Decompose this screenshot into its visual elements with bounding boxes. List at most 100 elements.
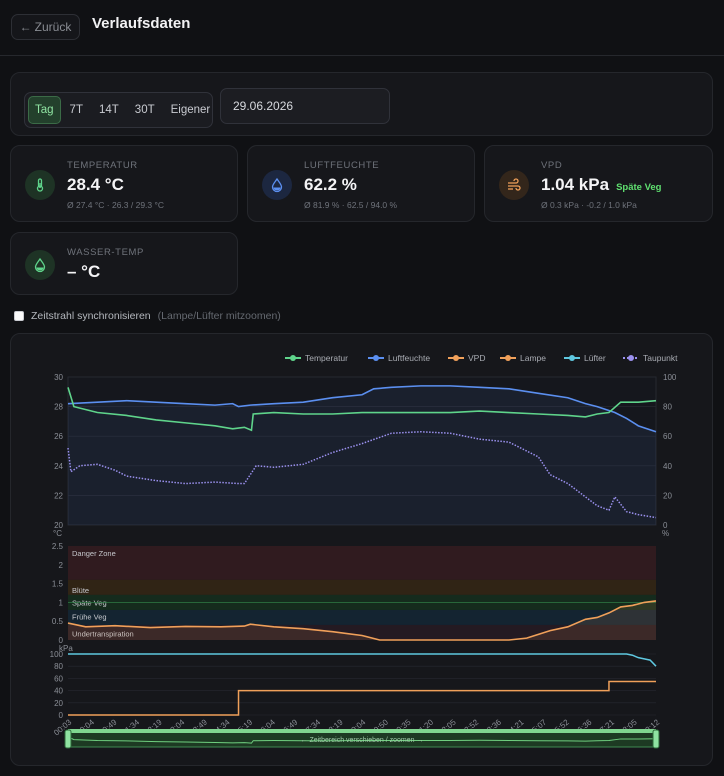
back-label: Zurück xyxy=(34,20,72,34)
y-tick-right: 60 xyxy=(663,432,672,441)
y-tick-right: 100 xyxy=(663,373,677,382)
y-tick-device: 40 xyxy=(54,687,63,696)
vpd-zone-label: Späte Veg xyxy=(72,598,107,607)
stat-sub: Ø 27.4 °C · 26.3 / 29.3 °C xyxy=(67,200,165,210)
vpd-zone xyxy=(68,609,656,625)
humidity-area xyxy=(68,385,656,525)
y-tick-right: 80 xyxy=(663,403,672,412)
dewpoint-line xyxy=(67,431,657,519)
stat-sub: Ø 81.9 % · 62.5 / 94.0 % xyxy=(304,200,398,210)
y-tick-right: 0 xyxy=(663,521,668,530)
chart-card: Temperatur Luftfeuchte VPD Lampe Lüfter Taupu… xyxy=(10,333,713,766)
water-drop-icon xyxy=(262,170,292,200)
tab-7t[interactable]: 7T xyxy=(69,104,83,116)
y-tick-vpd: 1 xyxy=(59,598,64,607)
top-bar: ← Zurück Verlaufsdaten xyxy=(0,0,724,56)
page-title: Verlaufsdaten xyxy=(92,15,191,32)
y-tick-device: 20 xyxy=(54,699,63,708)
legend-marker xyxy=(505,355,511,361)
y-tick-left: 22 xyxy=(54,491,63,500)
stat-label: VPD xyxy=(541,160,563,171)
y-tick-left: 20 xyxy=(54,521,63,530)
stat-value: 28.4 °C xyxy=(67,175,124,194)
vpd-zone xyxy=(68,546,656,580)
y-tick-device: 0 xyxy=(59,711,64,720)
stat-card-water-temp: WASSER-TEMP – °C xyxy=(10,232,238,295)
legend-marker xyxy=(290,355,296,361)
stat-card-humidity: LUFTFEUCHTE 62.2 % Ø 81.9 % · 62.5 / 94.… xyxy=(247,145,475,222)
y-tick-left: 24 xyxy=(54,462,63,471)
range-slider-handle[interactable] xyxy=(64,729,72,749)
stat-value-row: 1.04 kPa Späte Veg xyxy=(541,175,661,195)
stat-label: WASSER-TEMP xyxy=(67,247,144,258)
range-slider-bar xyxy=(68,729,656,733)
sync-hint: (Lampe/Lüfter mitzoomen) xyxy=(157,310,281,322)
vpd-zone xyxy=(68,624,656,640)
lamp-line xyxy=(68,680,656,716)
y-tick-left: 30 xyxy=(54,373,63,382)
y-tick-device: 100 xyxy=(50,650,64,659)
vpd-zone-label: Blüte xyxy=(72,586,89,595)
range-slider-preview xyxy=(67,736,657,744)
vpd-zone-label: Undertranspiration xyxy=(72,629,134,638)
vpd-phase-badge: Späte Veg xyxy=(616,182,662,193)
y-tick-right: 40 xyxy=(663,462,672,471)
history-chart[interactable]: Temperatur Luftfeuchte VPD Lampe Lüfter Taupu… xyxy=(11,334,712,765)
temperature-line xyxy=(67,387,657,432)
range-tabs: Tag 7T 14T 30T Eigener xyxy=(24,92,213,128)
fan-line xyxy=(68,653,657,667)
stat-value: – °C xyxy=(67,262,101,281)
stat-card-vpd: VPD 1.04 kPa Späte Veg Ø 0.3 kPa · -0.2 /… xyxy=(484,145,713,222)
y-tick-vpd: 0.5 xyxy=(52,617,64,626)
stat-value: 1.04 kPa xyxy=(541,175,610,194)
vpd-zone-label: Danger Zone xyxy=(72,549,116,558)
legend-item: Taupunkt xyxy=(643,353,678,363)
y-tick-vpd: 0 xyxy=(59,636,64,645)
legend-item: VPD xyxy=(468,353,485,363)
tab-30t[interactable]: 30T xyxy=(134,104,155,116)
tab-eigener[interactable]: Eigener xyxy=(170,104,211,116)
legend-item: Temperatur xyxy=(305,353,348,363)
y-tick-vpd: 2.5 xyxy=(52,542,64,551)
stat-card-temperature: TEMPERATUR 28.4 °C Ø 27.4 °C · 26.3 / 29… xyxy=(10,145,238,222)
tab-tag[interactable]: Tag xyxy=(28,96,61,124)
y-tick-left: 28 xyxy=(54,403,63,412)
vpd-zone-label: Frühe Veg xyxy=(72,612,107,621)
humidity-line xyxy=(67,385,657,433)
plot-area-main xyxy=(67,376,657,526)
vpd-area xyxy=(68,600,656,640)
legend-item: Lüfter xyxy=(584,353,606,363)
back-button[interactable]: ← Zurück xyxy=(11,14,80,40)
date-input[interactable]: 29.06.2026 xyxy=(220,88,390,124)
y-axis-unit-right: % xyxy=(662,529,669,538)
range-card: Tag 7T 14T 30T Eigener 29.06.2026 xyxy=(10,72,713,136)
legend-marker xyxy=(373,355,379,361)
arrow-left-icon: ← xyxy=(19,20,32,34)
y-tick-vpd: 2 xyxy=(59,561,64,570)
water-drop-icon xyxy=(25,250,55,280)
range-slider-hint: ← Zeitbereich verschieben / zoomen → xyxy=(301,737,424,744)
sync-toggle[interactable]: Zeitstrahl synchronisieren (Lampe/Lüfter… xyxy=(14,310,281,322)
y-axis-unit-left: °C xyxy=(53,529,62,538)
tab-14t[interactable]: 14T xyxy=(98,104,119,116)
y-axis-unit-vpd: kPa xyxy=(59,644,73,653)
y-tick-device: 60 xyxy=(54,674,63,683)
legend-marker xyxy=(569,355,575,361)
wind-icon xyxy=(499,170,529,200)
range-slider-handle[interactable] xyxy=(652,729,660,749)
legend-marker xyxy=(453,355,459,361)
vpd-zone xyxy=(68,579,656,595)
stat-label: LUFTFEUCHTE xyxy=(304,160,380,171)
thermometer-icon xyxy=(25,170,55,200)
legend-marker xyxy=(628,355,634,361)
y-tick-device: 80 xyxy=(54,662,63,671)
stat-label: TEMPERATUR xyxy=(67,160,138,171)
y-tick-vpd: 1.5 xyxy=(52,580,64,589)
sync-checkbox[interactable] xyxy=(14,311,24,321)
y-tick-right: 20 xyxy=(663,491,672,500)
stat-value: 62.2 % xyxy=(304,175,357,194)
stat-sub: Ø 0.3 kPa · -0.2 / 1.0 kPa xyxy=(541,200,637,210)
legend-item: Lampe xyxy=(520,353,546,363)
sync-label: Zeitstrahl synchronisieren xyxy=(31,310,151,322)
legend-item: Luftfeuchte xyxy=(388,353,430,363)
